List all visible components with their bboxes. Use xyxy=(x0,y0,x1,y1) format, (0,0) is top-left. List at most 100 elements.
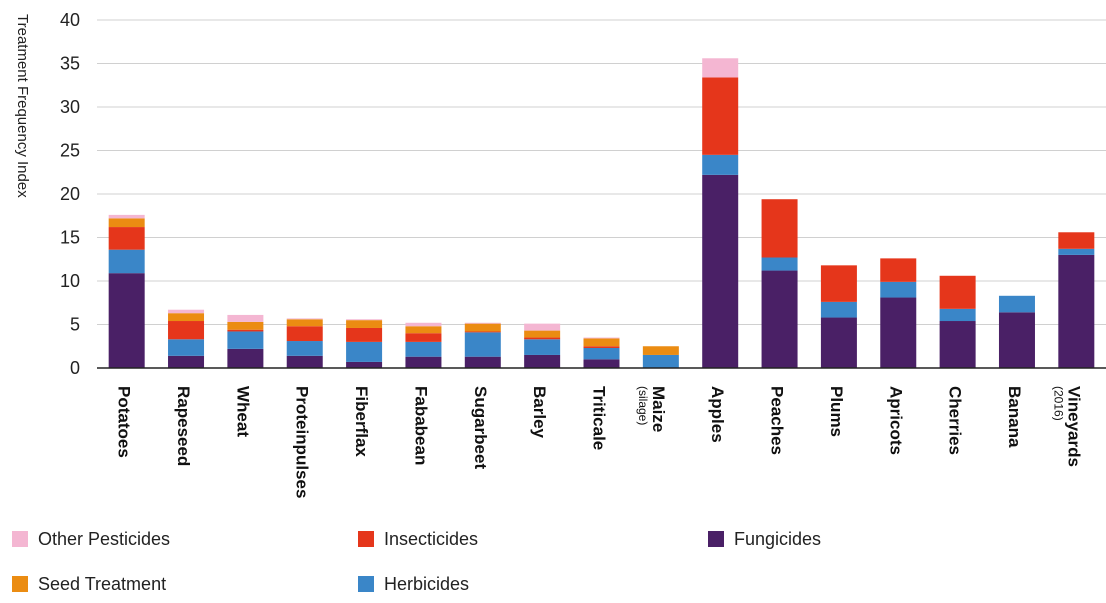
bar-segment-fungicides xyxy=(820,317,857,368)
bar-segment-insecticides xyxy=(108,227,145,250)
bar-segment-insecticides xyxy=(939,275,976,309)
category-sublabel: (2016) xyxy=(1051,386,1065,421)
legend-item: Fungicides xyxy=(708,529,821,549)
y-tick-label: 20 xyxy=(60,184,80,204)
bar-segment-herbicides xyxy=(346,341,383,362)
category-label: Wheat xyxy=(233,386,252,437)
bar-segment-insecticides xyxy=(583,346,620,348)
bar-segment-seed-treatment xyxy=(346,320,383,328)
legend-label: Seed Treatment xyxy=(38,574,166,594)
legend-swatch xyxy=(12,576,28,592)
category-label: Fiberflax xyxy=(352,386,371,457)
category-label: Sugarbeet xyxy=(471,386,490,469)
y-tick-label: 5 xyxy=(70,315,80,335)
bar-segment-fungicides xyxy=(939,321,976,368)
bar-segment-other-pesticides xyxy=(524,323,561,331)
legend-label: Insecticides xyxy=(384,529,478,549)
bar-segment-other-pesticides xyxy=(227,314,264,322)
category-label: Apples xyxy=(708,386,727,443)
bar-segment-seed-treatment xyxy=(464,323,501,332)
y-tick-label: 0 xyxy=(70,358,80,378)
bar-segment-fungicides xyxy=(405,356,442,368)
bar-segment-insecticides xyxy=(761,199,798,258)
bar-segment-herbicides xyxy=(998,295,1035,313)
legend-label: Herbicides xyxy=(384,574,469,594)
bar-segment-fungicides xyxy=(464,356,501,368)
category-label: Barley xyxy=(530,386,549,439)
bar-segment-insecticides xyxy=(880,258,917,282)
bar-segment-seed-treatment xyxy=(583,338,620,347)
y-tick-label: 40 xyxy=(60,10,80,30)
bar-segment-other-pesticides xyxy=(405,322,442,327)
bar-segment-other-pesticides xyxy=(286,318,323,320)
bar-segment-herbicides xyxy=(761,257,798,271)
bar-segment-fungicides xyxy=(761,270,798,368)
bar-segment-herbicides xyxy=(939,308,976,322)
legend-swatch xyxy=(12,531,28,547)
bar-segment-insecticides xyxy=(702,77,739,155)
bar-segment-other-pesticides xyxy=(168,309,205,314)
bar-segment-seed-treatment xyxy=(524,330,561,338)
category-label: Apricots xyxy=(886,386,905,455)
bar-segment-insecticides xyxy=(168,321,205,340)
category-label: Plums xyxy=(827,386,846,437)
bar-segment-seed-treatment xyxy=(642,346,679,355)
bar-segment-seed-treatment xyxy=(108,218,145,228)
legend: Other Pesticides Insecticides Fungicides Se… xyxy=(12,529,821,594)
legend-swatch xyxy=(708,531,724,547)
bar-segment-herbicides xyxy=(880,281,917,298)
bar-segment-fungicides xyxy=(998,312,1035,368)
category-label: Rapeseed xyxy=(174,386,193,466)
bar-segment-insecticides xyxy=(346,327,383,342)
bar-segment-herbicides xyxy=(524,339,561,355)
category-label: Fababean xyxy=(411,386,430,465)
bar-segment-insecticides xyxy=(286,326,323,342)
category-label: Cherries xyxy=(946,386,965,455)
y-tick-label: 25 xyxy=(60,141,80,161)
legend-swatch xyxy=(358,531,374,547)
bar-segment-seed-treatment xyxy=(286,319,323,327)
y-tick-label: 10 xyxy=(60,271,80,291)
category-labels: Potatoes Rapeseed Wheat Proteinpulses Fiberf… xyxy=(115,386,1084,498)
bar-segment-fungicides xyxy=(1058,254,1095,368)
bar-segment-other-pesticides xyxy=(346,319,383,321)
bars xyxy=(108,58,1095,368)
category-sublabel: (silage) xyxy=(636,386,650,425)
category-label: Potatoes xyxy=(115,386,134,458)
bar-segment-herbicides xyxy=(168,339,205,356)
bar-segment-fungicides xyxy=(168,355,205,368)
category-label: Maize xyxy=(649,386,668,432)
category-label: Peaches xyxy=(768,386,787,455)
bar-segment-herbicides xyxy=(405,341,442,357)
bar-segment-herbicides xyxy=(108,249,145,274)
bar-segment-fungicides xyxy=(286,355,323,368)
bar-segment-insecticides xyxy=(405,333,442,342)
y-tick-label: 35 xyxy=(60,54,80,74)
bar-segment-other-pesticides xyxy=(464,322,501,324)
bar-segment-insecticides xyxy=(524,337,561,340)
legend-item: Herbicides xyxy=(358,574,469,594)
bar-segment-insecticides xyxy=(820,265,857,302)
bar-segment-herbicides xyxy=(464,332,501,357)
category-label: Vineyards xyxy=(1064,386,1083,467)
bar-segment-seed-treatment xyxy=(227,321,264,330)
bar-segment-fungicides xyxy=(108,273,145,368)
bar-segment-fungicides xyxy=(702,174,739,368)
bar-segment-fungicides xyxy=(524,354,561,368)
axes: 0 5 10 15 20 25 30 35 40 xyxy=(60,10,1106,378)
category-label: Proteinpulses xyxy=(293,386,312,498)
legend-item: Insecticides xyxy=(358,529,478,549)
bar-segment-seed-treatment xyxy=(405,326,442,334)
bar-segment-herbicides xyxy=(702,154,739,175)
bar-segment-herbicides xyxy=(583,347,620,360)
bar-segment-fungicides xyxy=(346,361,383,368)
legend-swatch xyxy=(358,576,374,592)
bar-segment-insecticides xyxy=(1058,232,1095,249)
category-label: Triticale xyxy=(590,386,609,450)
bar-segment-herbicides xyxy=(227,331,264,349)
legend-label: Other Pesticides xyxy=(38,529,170,549)
bar-segment-herbicides xyxy=(1058,248,1095,255)
legend-label: Fungicides xyxy=(734,529,821,549)
